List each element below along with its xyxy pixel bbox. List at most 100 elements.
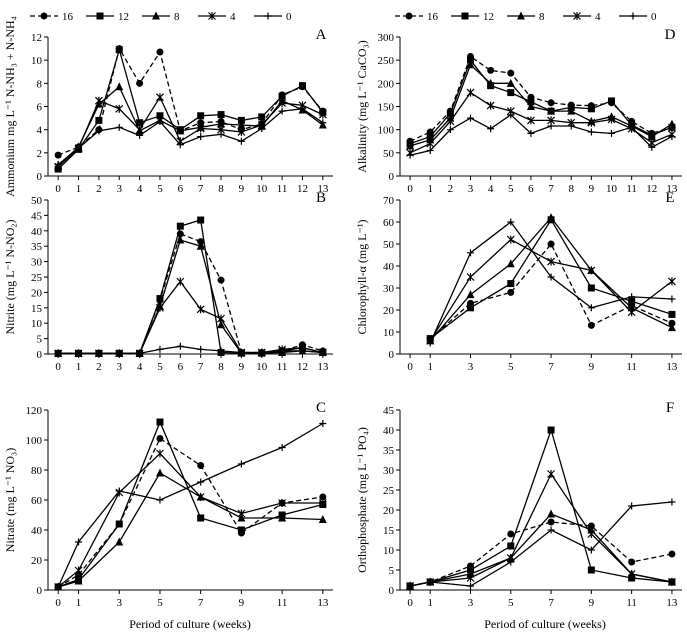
data-point (176, 222, 184, 230)
data-point (217, 276, 225, 284)
data-point (318, 515, 327, 523)
x-tick-label: 3 (468, 597, 474, 609)
y-tick-label: 30 (383, 283, 395, 295)
data-point (156, 449, 164, 458)
x-tick-label: 1 (76, 597, 82, 609)
x-tick-label: 2 (96, 361, 102, 373)
x-tick-label: 6 (528, 183, 534, 195)
data-point (196, 305, 205, 314)
data-point (156, 48, 164, 56)
data-point (648, 143, 656, 151)
data-point (487, 66, 495, 74)
x-tick-label: 13 (666, 361, 678, 373)
data-point (567, 106, 576, 115)
data-point (217, 111, 225, 119)
data-point (587, 266, 596, 275)
x-tick-label: 12 (646, 183, 657, 195)
x-tick-label: 12 (297, 361, 308, 373)
data-point (667, 119, 676, 128)
x-tick-label: 5 (157, 361, 163, 373)
legend-label: 16 (427, 11, 439, 23)
data-point (547, 470, 555, 478)
data-point (467, 304, 474, 312)
x-tick-label: 7 (198, 183, 204, 195)
y-tick-label: 40 (383, 425, 395, 437)
data-point (278, 499, 287, 507)
data-point (466, 574, 475, 582)
data-point (587, 530, 596, 538)
data-point (628, 297, 636, 305)
data-point (278, 347, 286, 355)
series-line-4 (409, 472, 673, 587)
legend-item-16: 16 (30, 11, 74, 23)
data-point (237, 137, 245, 145)
y-tick-label: 0 (389, 349, 395, 361)
y-tick-label: 25 (31, 272, 43, 284)
data-point (155, 468, 164, 477)
series-4 (406, 470, 676, 590)
y-tick-label: 20 (31, 287, 43, 299)
data-point (547, 509, 556, 518)
legend-label: 0 (651, 11, 657, 23)
series-line-8 (57, 85, 324, 167)
y-tick-label: 12 (31, 32, 42, 44)
legend-marker (461, 12, 469, 20)
data-point (54, 151, 62, 159)
x-tick-label: 3 (117, 597, 123, 609)
x-tick-label: 13 (317, 361, 329, 373)
series-line-12 (409, 58, 673, 145)
data-point (318, 110, 327, 119)
series-16 (54, 230, 327, 357)
x-tick-label: 7 (198, 361, 204, 373)
legend-marker (96, 12, 104, 20)
y-tick-label: 25 (383, 485, 395, 497)
x-tick-label: 13 (666, 597, 678, 609)
series-0 (54, 420, 327, 591)
data-point (507, 218, 515, 226)
legend-label: 0 (286, 11, 292, 23)
data-point (467, 249, 474, 257)
y-tick-label: 45 (383, 405, 395, 417)
data-point (527, 116, 535, 125)
data-point (95, 116, 103, 124)
series-line-8 (58, 239, 323, 355)
data-point (156, 295, 164, 303)
x-tick-label: 8 (218, 361, 224, 373)
data-point (527, 129, 535, 137)
legend-label: 12 (483, 11, 494, 23)
data-point (75, 538, 83, 546)
data-point (547, 518, 555, 526)
data-point (217, 119, 226, 128)
data-point (196, 493, 205, 501)
data-point (197, 478, 205, 486)
data-point (217, 314, 225, 323)
panel-letter: C (316, 400, 326, 416)
y-tick-label: 100 (26, 435, 43, 447)
data-point (54, 160, 62, 168)
x-tick-label: 7 (198, 597, 204, 609)
y-tick-label: 80 (31, 465, 43, 477)
y-tick-label: 60 (31, 495, 43, 507)
data-point (197, 238, 205, 246)
data-point (547, 426, 555, 434)
y-axis-title: Alkalinity (mg L⁻¹ CaCO₃) (355, 40, 369, 172)
data-point (506, 78, 515, 87)
y-tick-label: 40 (383, 261, 395, 273)
data-point (668, 295, 676, 303)
x-tick-label: 0 (55, 361, 61, 373)
data-point (668, 277, 676, 286)
data-point (94, 96, 103, 105)
x-tick-label: 6 (178, 183, 184, 195)
x-tick-label: 5 (508, 597, 514, 609)
data-point (486, 101, 495, 110)
data-point (176, 342, 184, 350)
data-point (607, 115, 616, 124)
legend-item-12: 12 (451, 11, 494, 23)
series-4 (54, 277, 327, 358)
y-tick-label: 0 (389, 171, 395, 183)
legend-item-4: 4 (198, 11, 236, 23)
series-line-12 (409, 427, 672, 587)
legend-item-0: 0 (254, 11, 292, 23)
